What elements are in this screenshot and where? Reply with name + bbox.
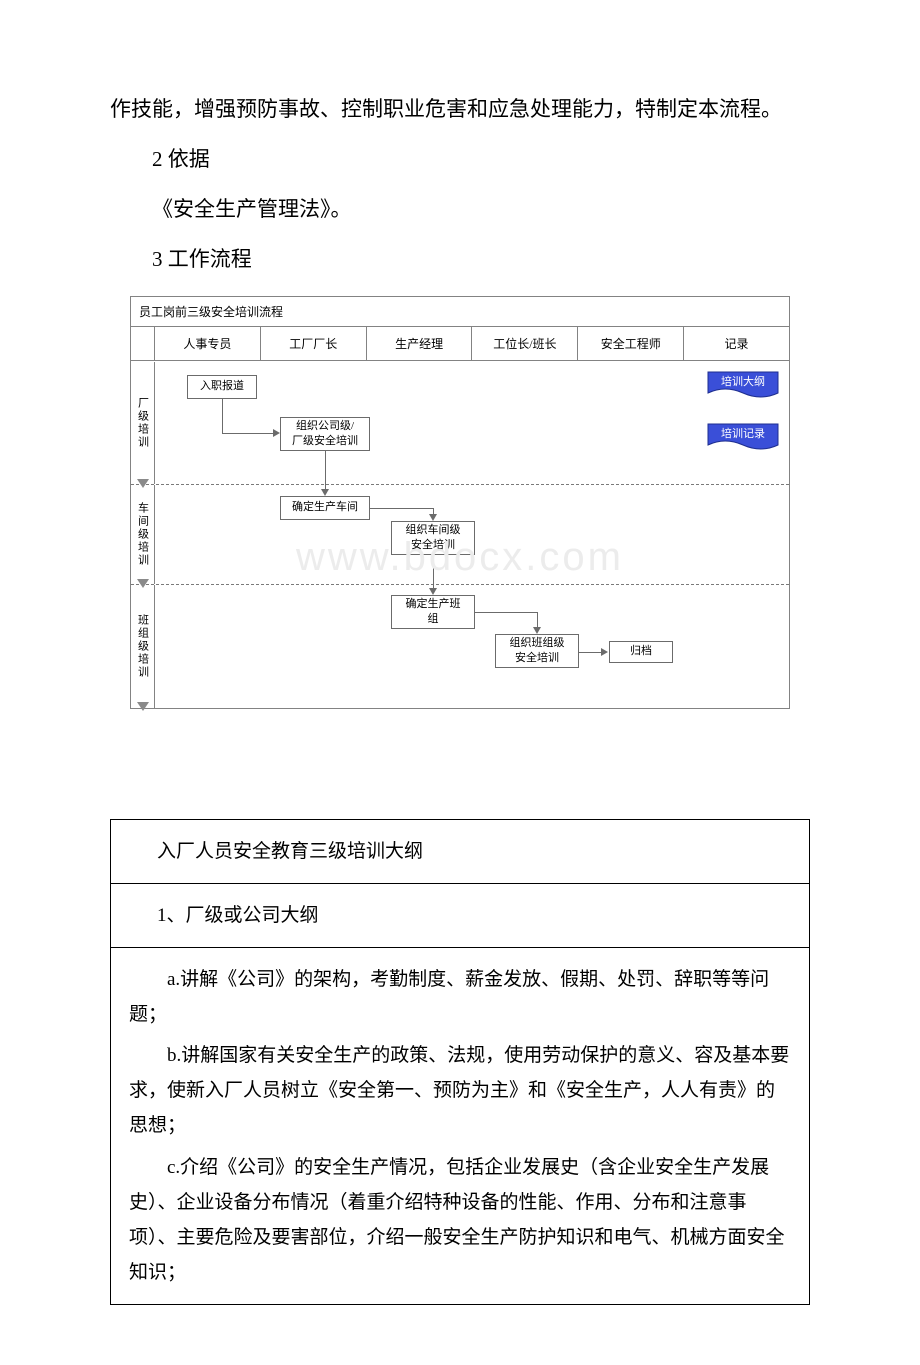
col-hr: 人事专员 [155, 327, 261, 360]
flowchart-title: 员工岗前三级安全培训流程 [131, 297, 789, 327]
node-assign-team: 确定生产班 组 [391, 595, 475, 629]
doc-record: 培训记录 [707, 423, 779, 451]
lane-label-team: 班组级培训 [135, 614, 151, 679]
col-team-leader: 工位长/班长 [472, 327, 578, 360]
lane-arrow-3 [137, 702, 149, 711]
lane-label-factory: 厂级培训 [135, 397, 151, 449]
node-team-training: 组织班组级 安全培训 [495, 634, 579, 668]
col-prod-mgr: 生产经理 [367, 327, 473, 360]
heading-3: 3 工作流程 [110, 240, 810, 280]
outline-section-1: 1、厂级或公司大纲 [111, 883, 810, 947]
lane-arrow-2 [137, 579, 149, 588]
col-records: 记录 [684, 327, 789, 360]
node-assign-workshop: 确定生产车间 [280, 496, 370, 520]
doc-outline: 培训大纲 [707, 371, 779, 399]
training-outline-table: 入厂人员安全教育三级培训大纲 1、厂级或公司大纲 a.讲解《公司》的架构，考勤制… [110, 819, 810, 1306]
training-flowchart: 员工岗前三级安全培训流程 人事专员 工厂厂长 生产经理 工位长/班长 安全工程师… [130, 296, 790, 709]
lane-label-workshop: 车间级培训 [135, 502, 151, 567]
col-safety-eng: 安全工程师 [578, 327, 684, 360]
item-b: b.讲解国家有关安全生产的政策、法规，使用劳动保护的意义、容及基本要求，使新入厂… [129, 1038, 791, 1143]
body-paragraph-1: 作技能，增强预防事故、控制职业危害和应急处理能力，特制定本流程。 [110, 90, 810, 130]
outline-items: a.讲解《公司》的架构，考勤制度、薪金发放、假期、处罚、辞职等等问题； b.讲解… [111, 947, 810, 1304]
node-onboard: 入职报道 [187, 375, 257, 399]
node-archive: 归档 [609, 641, 673, 663]
heading-2: 2 依据 [110, 140, 810, 180]
body-regulation: 《安全生产管理法》。 [110, 190, 810, 230]
col-factory-mgr: 工厂厂长 [261, 327, 367, 360]
flowchart-header: 人事专员 工厂厂长 生产经理 工位长/班长 安全工程师 记录 [131, 327, 789, 361]
lane-arrow-1 [137, 479, 149, 488]
node-workshop-training: 组织车间级 安全培训 [391, 521, 475, 555]
outline-title: 入厂人员安全教育三级培训大纲 [111, 819, 810, 883]
node-company-training: 组织公司级/ 厂级安全培训 [280, 417, 370, 451]
item-c: c.介绍《公司》的安全生产情况，包括企业发展史（含企业安全生产发展史）、企业设备… [129, 1150, 791, 1291]
item-a: a.讲解《公司》的架构，考勤制度、薪金发放、假期、处罚、辞职等等问题； [129, 962, 791, 1032]
